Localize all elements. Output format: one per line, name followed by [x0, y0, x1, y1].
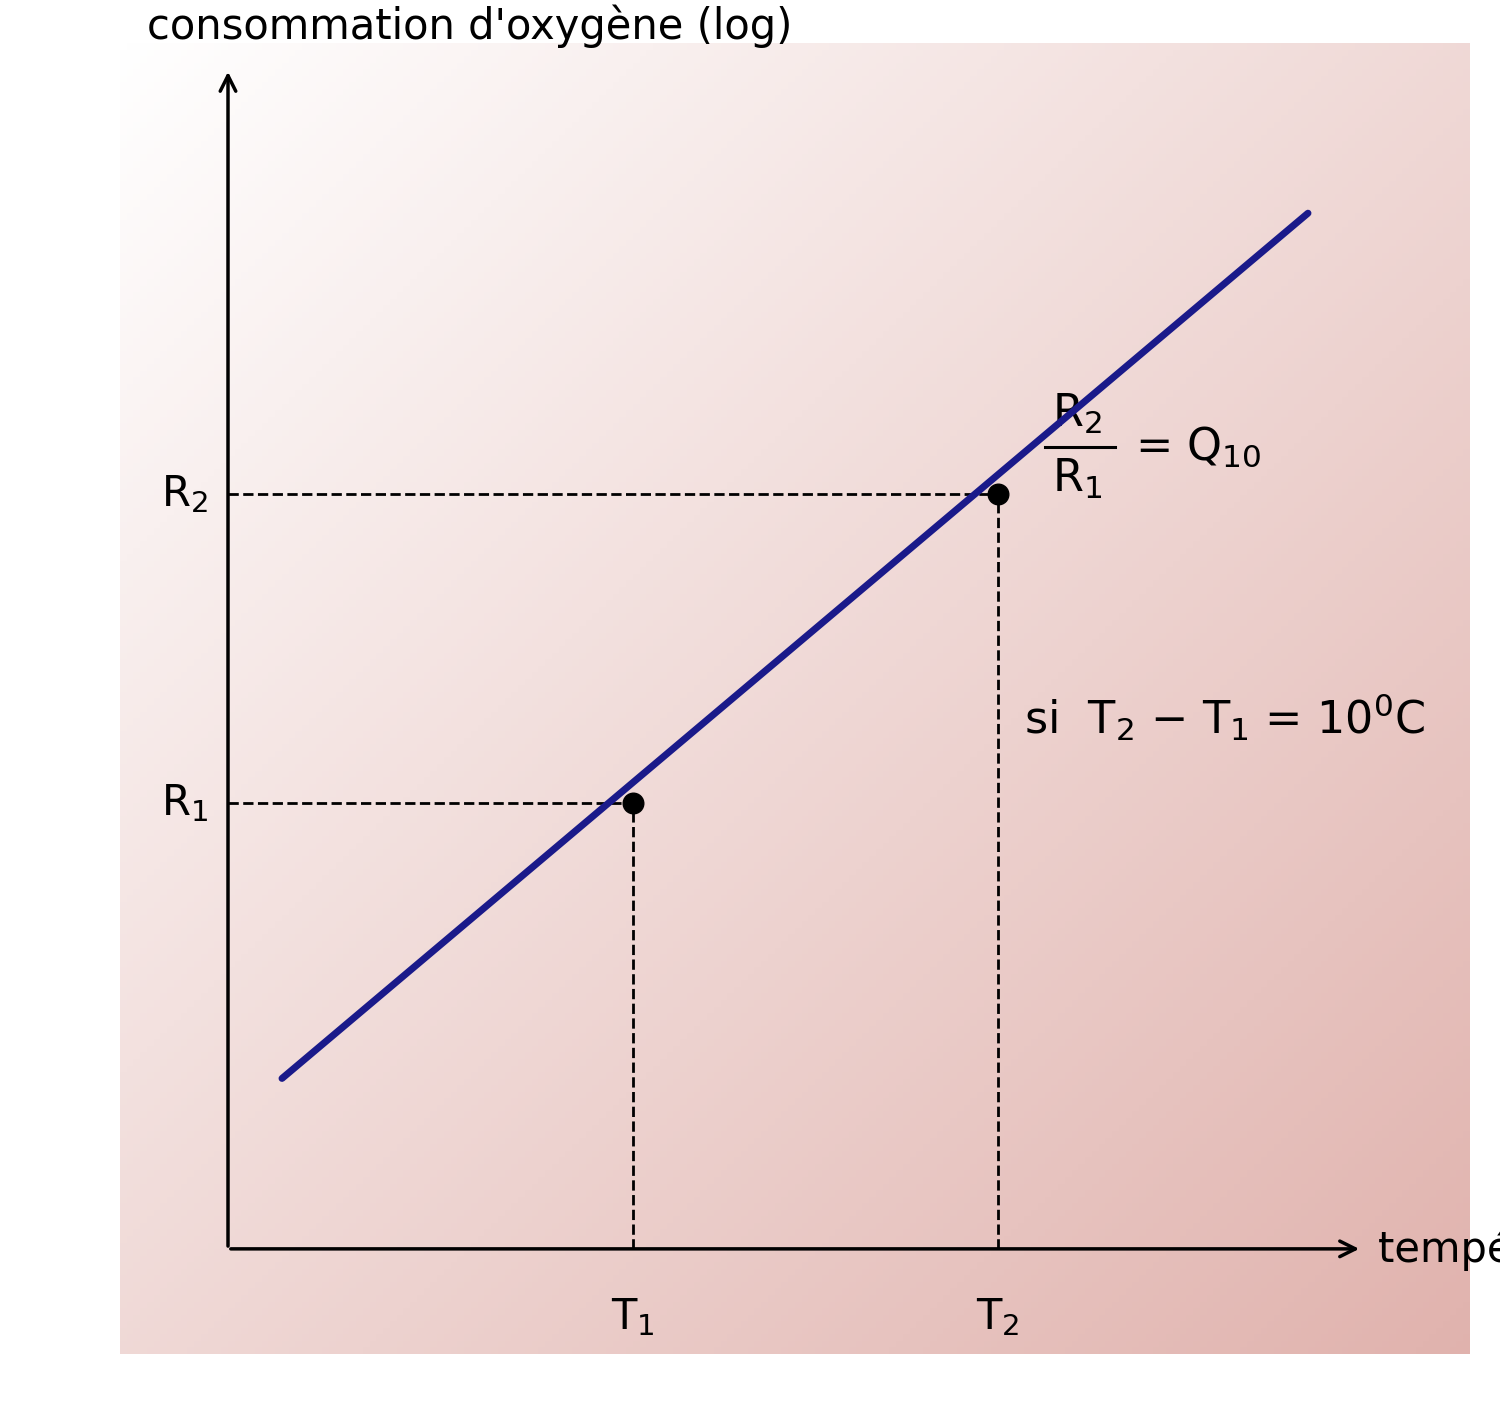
- Text: T$_1$: T$_1$: [610, 1297, 656, 1338]
- Text: si  T$_2$ $-$ T$_1$ = 10$^0$C: si T$_2$ $-$ T$_1$ = 10$^0$C: [1024, 691, 1425, 742]
- Text: R$_2$: R$_2$: [1052, 392, 1101, 436]
- Text: consommation d'oxygène (log): consommation d'oxygène (log): [147, 4, 792, 48]
- Text: R$_1$: R$_1$: [160, 782, 207, 824]
- Point: [621, 792, 645, 815]
- Text: R$_2$: R$_2$: [160, 473, 207, 514]
- Text: température (°C): température (°C): [1378, 1227, 1500, 1271]
- Point: [986, 482, 1010, 504]
- Text: R$_1$: R$_1$: [1052, 457, 1102, 502]
- Text: = Q$_{10}$: = Q$_{10}$: [1136, 425, 1262, 469]
- Text: T$_2$: T$_2$: [975, 1297, 1020, 1338]
